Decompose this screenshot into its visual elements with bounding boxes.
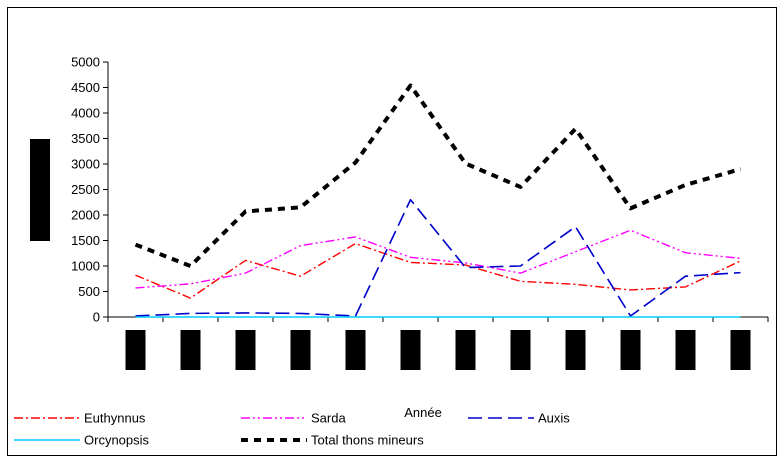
legend-label: Total thons mineurs xyxy=(311,433,424,448)
y-tick-label: 1500 xyxy=(71,233,100,248)
legend: Euthynnus Sarda Auxis Orcynopsis Total thons… xyxy=(14,411,570,448)
y-tick-label: 3000 xyxy=(71,157,100,172)
x-tick-redacted-label xyxy=(180,330,201,370)
legend-item: Orcynopsis xyxy=(14,433,150,448)
y-tick-label: 3500 xyxy=(71,131,100,146)
legend-label: Euthynnus xyxy=(84,411,146,426)
x-axis-title: Année xyxy=(404,405,442,420)
y-tick-label: 2000 xyxy=(71,208,100,223)
y-tick-label: 4000 xyxy=(71,106,100,121)
line-chart: 0 500 1000 1500 2000 2500 3000 3500 4000 4500 5000… xyxy=(14,55,769,448)
x-tick-redacted-label xyxy=(290,330,311,370)
series-line-sarda xyxy=(135,229,741,289)
x-tick-redacted-label xyxy=(510,330,531,370)
x-tick-redacted-label xyxy=(125,330,146,370)
legend-label: Orcynopsis xyxy=(84,433,150,448)
series-line-auxis xyxy=(135,198,741,317)
y-tick-label: 2500 xyxy=(71,182,100,197)
series-lines xyxy=(134,83,742,318)
series-line-euthynnus xyxy=(135,242,741,299)
legend-item: Sarda xyxy=(241,411,346,426)
legend-item: Auxis xyxy=(468,411,570,426)
y-tick-label: 500 xyxy=(78,284,100,299)
x-tick-redacted-labels xyxy=(125,330,751,370)
x-tick-redacted-label xyxy=(235,330,256,370)
y-axis-redacted-label xyxy=(30,139,50,241)
x-tick-redacted-label xyxy=(400,330,421,370)
x-tick-redacted-label xyxy=(620,330,641,370)
x-tick-redacted-label xyxy=(565,330,586,370)
x-tick-redacted-label xyxy=(455,330,476,370)
x-tick-redacted-label xyxy=(345,330,366,370)
x-tick-redacted-label xyxy=(675,330,696,370)
y-tick-label: 4500 xyxy=(71,80,100,95)
y-tick-label: 1000 xyxy=(71,259,100,274)
legend-item: Total thons mineurs xyxy=(241,433,424,448)
legend-label: Sarda xyxy=(311,411,346,426)
legend-item: Euthynnus xyxy=(14,411,146,426)
y-axis: 0 500 1000 1500 2000 2500 3000 3500 4000 4500 5000 xyxy=(71,55,109,325)
chart-frame: 0 500 1000 1500 2000 2500 3000 3500 4000 4500 5000… xyxy=(7,7,777,456)
legend-label: Auxis xyxy=(538,411,570,426)
y-tick-label: 0 xyxy=(93,310,100,325)
y-tick-label: 5000 xyxy=(71,55,100,70)
series-line-total-thons-mineurs xyxy=(134,83,742,268)
x-tick-redacted-label xyxy=(730,330,751,370)
